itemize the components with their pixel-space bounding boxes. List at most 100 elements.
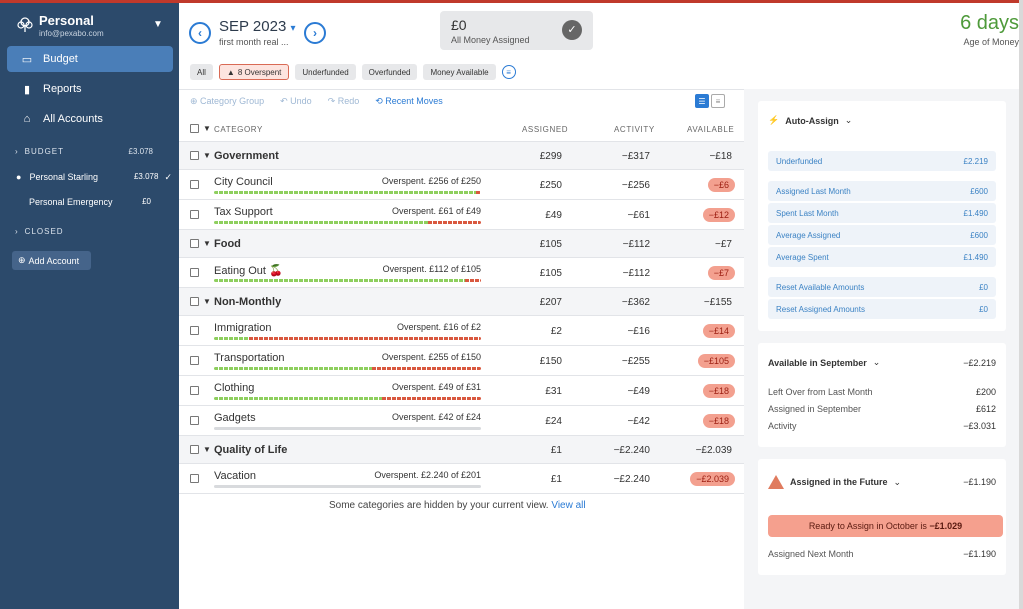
category-row[interactable]: Transportation Overspent. £255 of £150 £15… <box>179 346 744 376</box>
category-name[interactable]: Immigration <box>214 322 272 334</box>
expanded-view-icon[interactable]: ☰ <box>695 94 709 108</box>
future-header[interactable]: Assigned in the Future ⌄ −£1.190 <box>768 475 996 489</box>
collapse-group-icon[interactable]: ▼ <box>203 239 211 248</box>
caret-down-icon[interactable]: ▼ <box>153 19 163 30</box>
auto-assign-option[interactable]: Spent Last Month £1.490 <box>768 203 996 223</box>
collapse-group-icon[interactable]: ▼ <box>203 445 211 454</box>
assigned-value[interactable]: £105 <box>539 239 562 250</box>
filter-overspent[interactable]: ▲ 8 Overspent <box>218 64 290 80</box>
available-badge[interactable]: −£12 <box>702 208 735 222</box>
row-checkbox[interactable] <box>190 151 199 160</box>
category-name[interactable]: Non-Monthly <box>214 296 282 308</box>
filter-underfunded[interactable]: Underfunded <box>295 64 356 80</box>
account-personal-starling[interactable]: ● Personal Starling £3.078 ✓ <box>16 172 172 183</box>
assigned-value[interactable]: £1 <box>550 445 562 456</box>
assigned-value[interactable]: £49 <box>545 210 562 221</box>
activity-value[interactable]: −£49 <box>627 386 650 397</box>
assigned-value[interactable]: £2 <box>550 326 562 337</box>
category-name[interactable]: Transportation <box>214 352 285 364</box>
category-row[interactable]: Gadgets Overspent. £42 of £24 £24 −£42 −£18 <box>179 406 744 436</box>
filter-money-available[interactable]: Money Available <box>423 64 496 80</box>
assigned-value[interactable]: £150 <box>539 356 562 367</box>
recent-moves-button[interactable]: ⟲ Recent Moves <box>375 96 443 106</box>
row-checkbox[interactable] <box>190 445 199 454</box>
view-all-link[interactable]: View all <box>551 500 586 511</box>
category-group-row[interactable]: ▼ Food £105 −£112 −£7 <box>179 230 744 258</box>
budget-switcher[interactable]: Personal info@pexabo.com <box>17 13 104 38</box>
category-name[interactable]: Vacation <box>214 470 256 482</box>
row-checkbox[interactable] <box>190 386 199 395</box>
activity-value[interactable]: −£2.240 <box>613 445 650 456</box>
nav-reports[interactable]: ▮ Reports <box>7 76 173 102</box>
collapse-all-icon[interactable]: ▼ <box>203 124 211 133</box>
next-month-button[interactable]: › <box>304 22 326 44</box>
to-be-assigned-box[interactable]: £0 All Money Assigned ✓ <box>440 11 593 50</box>
category-name[interactable]: Gadgets <box>214 412 256 424</box>
available-badge[interactable]: −£14 <box>702 324 735 338</box>
available-badge[interactable]: −£105 <box>697 354 735 368</box>
auto-assign-option[interactable]: Reset Assigned Amounts £0 <box>768 299 996 319</box>
activity-value[interactable]: −£42 <box>627 416 650 427</box>
available-header[interactable]: Available in September ⌄ −£2.219 <box>768 357 996 368</box>
category-name[interactable]: Tax Support <box>214 206 273 218</box>
row-checkbox[interactable] <box>190 180 199 189</box>
category-name[interactable]: Government <box>214 150 279 162</box>
auto-assign-option[interactable]: Average Assigned £600 <box>768 225 996 245</box>
closed-section-header[interactable]: › CLOSED <box>15 227 64 236</box>
available-badge[interactable]: −£7 <box>707 266 735 280</box>
activity-value[interactable]: −£2.240 <box>613 474 650 485</box>
assigned-value[interactable]: £1 <box>550 474 562 485</box>
select-all-checkbox[interactable] <box>190 124 199 133</box>
available-badge[interactable]: −£18 <box>702 414 735 428</box>
category-name[interactable]: Quality of Life <box>214 444 288 456</box>
available-badge[interactable]: −£18 <box>702 384 735 398</box>
assigned-value[interactable]: £31 <box>545 386 562 397</box>
available-badge[interactable]: −£2.039 <box>690 472 735 486</box>
activity-value[interactable]: −£112 <box>622 239 650 250</box>
activity-value[interactable]: −£255 <box>621 356 650 367</box>
activity-value[interactable]: −£317 <box>621 151 650 162</box>
row-checkbox[interactable] <box>190 268 199 277</box>
category-row[interactable]: Tax Support Overspent. £61 of £49 £49 −£61 −… <box>179 200 744 230</box>
activity-value[interactable]: −£16 <box>627 326 650 337</box>
nav-budget[interactable]: ▭ Budget <box>7 46 173 72</box>
row-checkbox[interactable] <box>190 356 199 365</box>
add-category-group-button[interactable]: ⊕ Category Group <box>190 96 265 106</box>
activity-value[interactable]: −£362 <box>621 297 650 308</box>
nav-all-accounts[interactable]: ⌂ All Accounts <box>7 106 173 132</box>
assigned-value[interactable]: £250 <box>539 180 562 191</box>
collapse-group-icon[interactable]: ▼ <box>203 297 211 306</box>
category-group-row[interactable]: ▼ Quality of Life £1 −£2.240 −£2.039 <box>179 436 744 464</box>
row-checkbox[interactable] <box>190 297 199 306</box>
row-checkbox[interactable] <box>190 474 199 483</box>
category-name[interactable]: City Council <box>214 176 273 188</box>
category-row[interactable]: Immigration Overspent. £16 of £2 £2 −£16 −£1… <box>179 316 744 346</box>
assigned-value[interactable]: £207 <box>539 297 562 308</box>
activity-value[interactable]: −£256 <box>621 180 650 191</box>
category-row[interactable]: Eating Out 🍒 Overspent. £112 of £105 £105 −… <box>179 258 744 288</box>
filter-overfunded[interactable]: Overfunded <box>361 64 418 80</box>
collapse-group-icon[interactable]: ▼ <box>203 151 211 160</box>
budget-section-header[interactable]: › BUDGET £3.078 <box>15 147 153 156</box>
assigned-value[interactable]: £24 <box>545 416 562 427</box>
assigned-value[interactable]: £299 <box>539 151 562 162</box>
redo-button[interactable]: ↷ Redo <box>327 96 360 106</box>
row-checkbox[interactable] <box>190 326 199 335</box>
account-personal-emergency[interactable]: Personal Emergency £0 <box>29 197 151 207</box>
auto-assign-option[interactable]: Reset Available Amounts £0 <box>768 277 996 297</box>
category-group-row[interactable]: ▼ Non-Monthly £207 −£362 −£155 <box>179 288 744 316</box>
filter-settings-icon[interactable]: ≡ <box>501 65 516 79</box>
category-group-row[interactable]: ▼ Government £299 −£317 −£18 <box>179 142 744 170</box>
activity-value[interactable]: −£61 <box>627 210 650 221</box>
category-name[interactable]: Clothing <box>214 382 255 394</box>
auto-assign-option[interactable]: Average Spent £1.490 <box>768 247 996 267</box>
undo-button[interactable]: ↶ Undo <box>280 96 312 106</box>
auto-assign-option[interactable]: Underfunded £2.219 <box>768 151 996 171</box>
category-row[interactable]: Clothing Overspent. £49 of £31 £31 −£49 −£18 <box>179 376 744 406</box>
filter-all[interactable]: All <box>190 64 213 80</box>
category-row[interactable]: Vacation Overspent. £2.240 of £201 £1 −£2.2… <box>179 464 744 494</box>
auto-assign-header[interactable]: ⚡ Auto-Assign ⌄ <box>768 115 852 126</box>
row-checkbox[interactable] <box>190 416 199 425</box>
category-name[interactable]: Eating Out 🍒 <box>214 265 283 277</box>
category-name[interactable]: Food <box>214 238 241 250</box>
